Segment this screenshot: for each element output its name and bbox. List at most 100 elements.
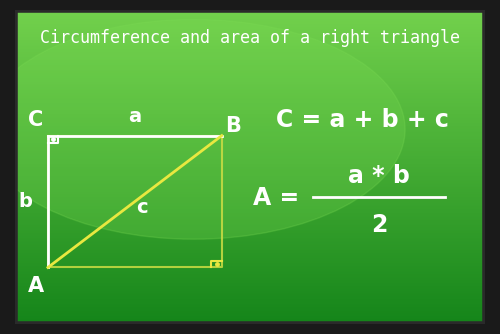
Text: C: C xyxy=(28,110,43,130)
Bar xyxy=(15,143,485,145)
Bar xyxy=(15,115,485,117)
Bar xyxy=(15,169,485,170)
Bar xyxy=(15,189,485,190)
Bar xyxy=(15,216,485,217)
Bar xyxy=(15,12,485,13)
Bar xyxy=(15,139,485,140)
Bar xyxy=(15,70,485,71)
Bar xyxy=(15,187,485,189)
Bar xyxy=(15,247,485,248)
Bar xyxy=(15,73,485,74)
Bar xyxy=(15,264,485,266)
Bar xyxy=(15,322,485,324)
Bar xyxy=(15,250,485,252)
Bar xyxy=(15,241,485,242)
Bar xyxy=(15,148,485,150)
Text: b: b xyxy=(18,192,32,211)
Text: a * b: a * b xyxy=(348,164,410,188)
Bar xyxy=(15,76,485,77)
Bar xyxy=(15,212,485,214)
Bar xyxy=(15,10,485,12)
Bar xyxy=(15,103,485,104)
Bar xyxy=(15,59,485,60)
Bar xyxy=(15,245,485,247)
Bar xyxy=(15,156,485,158)
Bar xyxy=(15,117,485,118)
Bar xyxy=(15,145,485,147)
Bar xyxy=(15,123,485,125)
Bar xyxy=(15,24,485,26)
Bar xyxy=(15,77,485,79)
Bar xyxy=(15,68,485,70)
Bar xyxy=(15,133,485,134)
Bar xyxy=(15,23,485,24)
Bar xyxy=(15,114,485,115)
Bar xyxy=(15,302,485,304)
Bar xyxy=(15,263,485,264)
Bar xyxy=(15,30,485,32)
Bar xyxy=(15,173,485,175)
Bar xyxy=(15,21,485,23)
Bar xyxy=(15,214,485,216)
Bar xyxy=(15,233,485,234)
Bar xyxy=(15,49,485,51)
Bar xyxy=(15,92,485,93)
Bar xyxy=(15,258,485,260)
Bar xyxy=(15,290,485,291)
Bar xyxy=(15,66,485,68)
Bar xyxy=(15,316,485,318)
Bar xyxy=(15,255,485,257)
Bar xyxy=(15,60,485,62)
Bar xyxy=(15,19,485,21)
Bar xyxy=(15,239,485,241)
Bar xyxy=(15,147,485,148)
Bar xyxy=(15,195,485,197)
Bar xyxy=(15,151,485,153)
Bar xyxy=(15,125,485,126)
Bar xyxy=(15,43,485,44)
Bar xyxy=(15,154,485,156)
Bar xyxy=(15,176,485,178)
Bar xyxy=(15,236,485,238)
Bar xyxy=(15,208,485,209)
Bar xyxy=(15,112,485,114)
Ellipse shape xyxy=(0,19,405,239)
Bar xyxy=(15,205,485,206)
Bar xyxy=(15,165,485,167)
Bar xyxy=(15,209,485,211)
Bar xyxy=(15,90,485,92)
Bar xyxy=(15,52,485,54)
Bar xyxy=(15,192,485,194)
Bar xyxy=(15,252,485,253)
Bar xyxy=(15,131,485,133)
Bar xyxy=(15,111,485,112)
Bar xyxy=(15,321,485,322)
Bar xyxy=(15,162,485,164)
Bar xyxy=(15,313,485,315)
Bar xyxy=(15,260,485,261)
Bar xyxy=(15,238,485,239)
Bar xyxy=(15,150,485,151)
Bar xyxy=(15,286,485,288)
Bar xyxy=(15,219,485,220)
Text: A: A xyxy=(28,276,44,296)
Bar xyxy=(15,128,485,129)
Bar xyxy=(15,206,485,208)
Bar xyxy=(15,126,485,128)
Bar xyxy=(15,82,485,84)
Bar xyxy=(15,35,485,37)
Bar xyxy=(15,271,485,272)
Bar xyxy=(15,129,485,131)
Bar xyxy=(15,122,485,123)
Bar xyxy=(15,118,485,120)
Bar xyxy=(15,87,485,89)
Bar xyxy=(15,84,485,86)
Bar xyxy=(15,37,485,38)
Bar xyxy=(15,222,485,223)
Bar xyxy=(15,170,485,172)
Bar xyxy=(15,54,485,55)
Bar xyxy=(15,63,485,65)
Bar xyxy=(15,62,485,63)
Bar xyxy=(15,186,485,187)
Bar xyxy=(15,288,485,290)
